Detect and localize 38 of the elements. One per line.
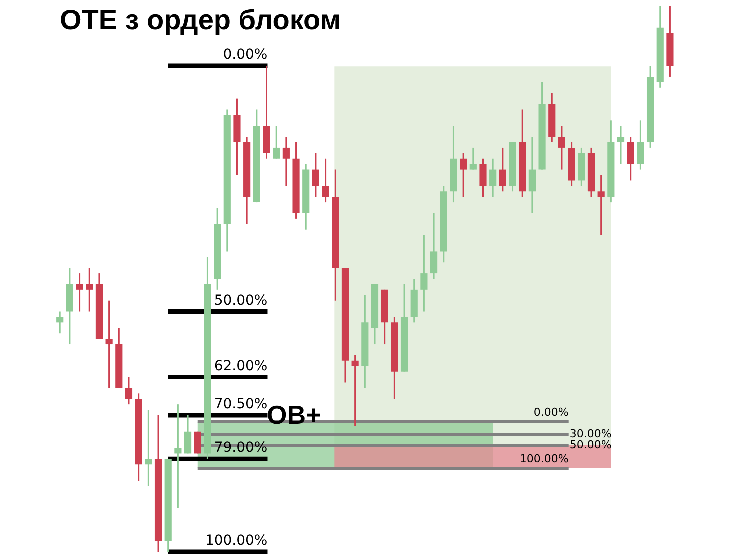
candlestick [56, 311, 64, 334]
annotation: 70.50% [214, 396, 268, 412]
candlestick [627, 136, 634, 182]
candlestick [598, 174, 605, 236]
candlestick [145, 409, 152, 488]
annotation: 100.00% [520, 452, 569, 466]
candlestick [470, 147, 477, 171]
candlestick [352, 354, 359, 428]
candlestick [282, 136, 290, 187]
candlestick [490, 158, 497, 198]
candlestick [499, 147, 506, 192]
candlestick [125, 376, 133, 406]
annotation: 50.00% [214, 292, 268, 309]
candlestick [174, 404, 182, 510]
candlestick [273, 125, 280, 160]
annotation: 62.00% [214, 358, 268, 374]
candlestick [617, 125, 625, 166]
candlestick [184, 414, 192, 454]
candlestick [558, 125, 566, 171]
candlestick [460, 152, 468, 198]
annotation: 50.00% [570, 438, 612, 452]
candlestick [322, 158, 330, 204]
chart-title: OTE з ордер блоком [60, 4, 341, 36]
candlestick [420, 234, 428, 313]
annotation: 0.00% [534, 406, 569, 420]
annotation: 0.00% [223, 47, 268, 64]
candlestick [430, 212, 438, 280]
annotation: 30.00% [570, 428, 612, 441]
annotation: OB+ [267, 400, 322, 430]
candlestick [637, 120, 644, 171]
candlestick [86, 267, 94, 313]
candlestick [106, 300, 113, 389]
annotation: 79.00% [214, 440, 268, 456]
candlestick [76, 272, 84, 313]
candlestick [528, 136, 536, 214]
candlestick [312, 152, 320, 198]
annotation: 100.00% [205, 533, 268, 549]
candlestick [480, 158, 487, 198]
